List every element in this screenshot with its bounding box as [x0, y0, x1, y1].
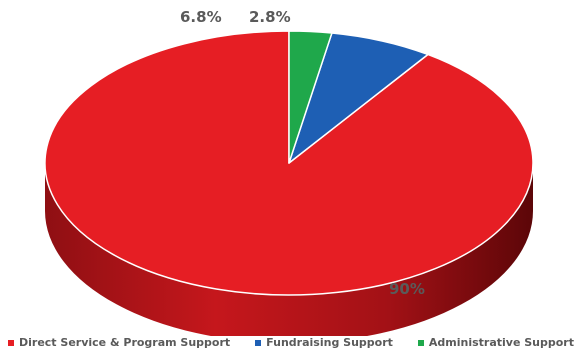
- legend-swatch-direct-service: [8, 339, 14, 346]
- legend-item-direct-service: Direct Service & Program Support: [8, 336, 230, 349]
- legend-item-fundraising: Fundraising Support: [255, 336, 393, 349]
- legend-item-administrative: Administrative Support: [417, 336, 574, 349]
- legend-label-administrative: Administrative Support: [428, 336, 574, 349]
- pie-side-direct-service: [45, 163, 533, 336]
- slice-label-fundraising: 6.8%: [180, 8, 222, 26]
- legend-swatch-fundraising: [255, 339, 262, 346]
- pie-slice-fundraising: [288, 32, 429, 164]
- slice-label-direct-service: 90%: [389, 280, 425, 298]
- legend-label-fundraising: Fundraising Support: [266, 336, 393, 349]
- legend-swatch-administrative: [417, 339, 424, 346]
- pie-slice-administrative: [288, 30, 333, 164]
- slice-label-administrative: 2.8%: [249, 8, 291, 26]
- pie-chart-plot: [44, 30, 534, 336]
- legend-label-direct-service: Direct Service & Program Support: [19, 336, 231, 349]
- chart-legend: Direct Service & Program Support Fundrai…: [0, 336, 580, 349]
